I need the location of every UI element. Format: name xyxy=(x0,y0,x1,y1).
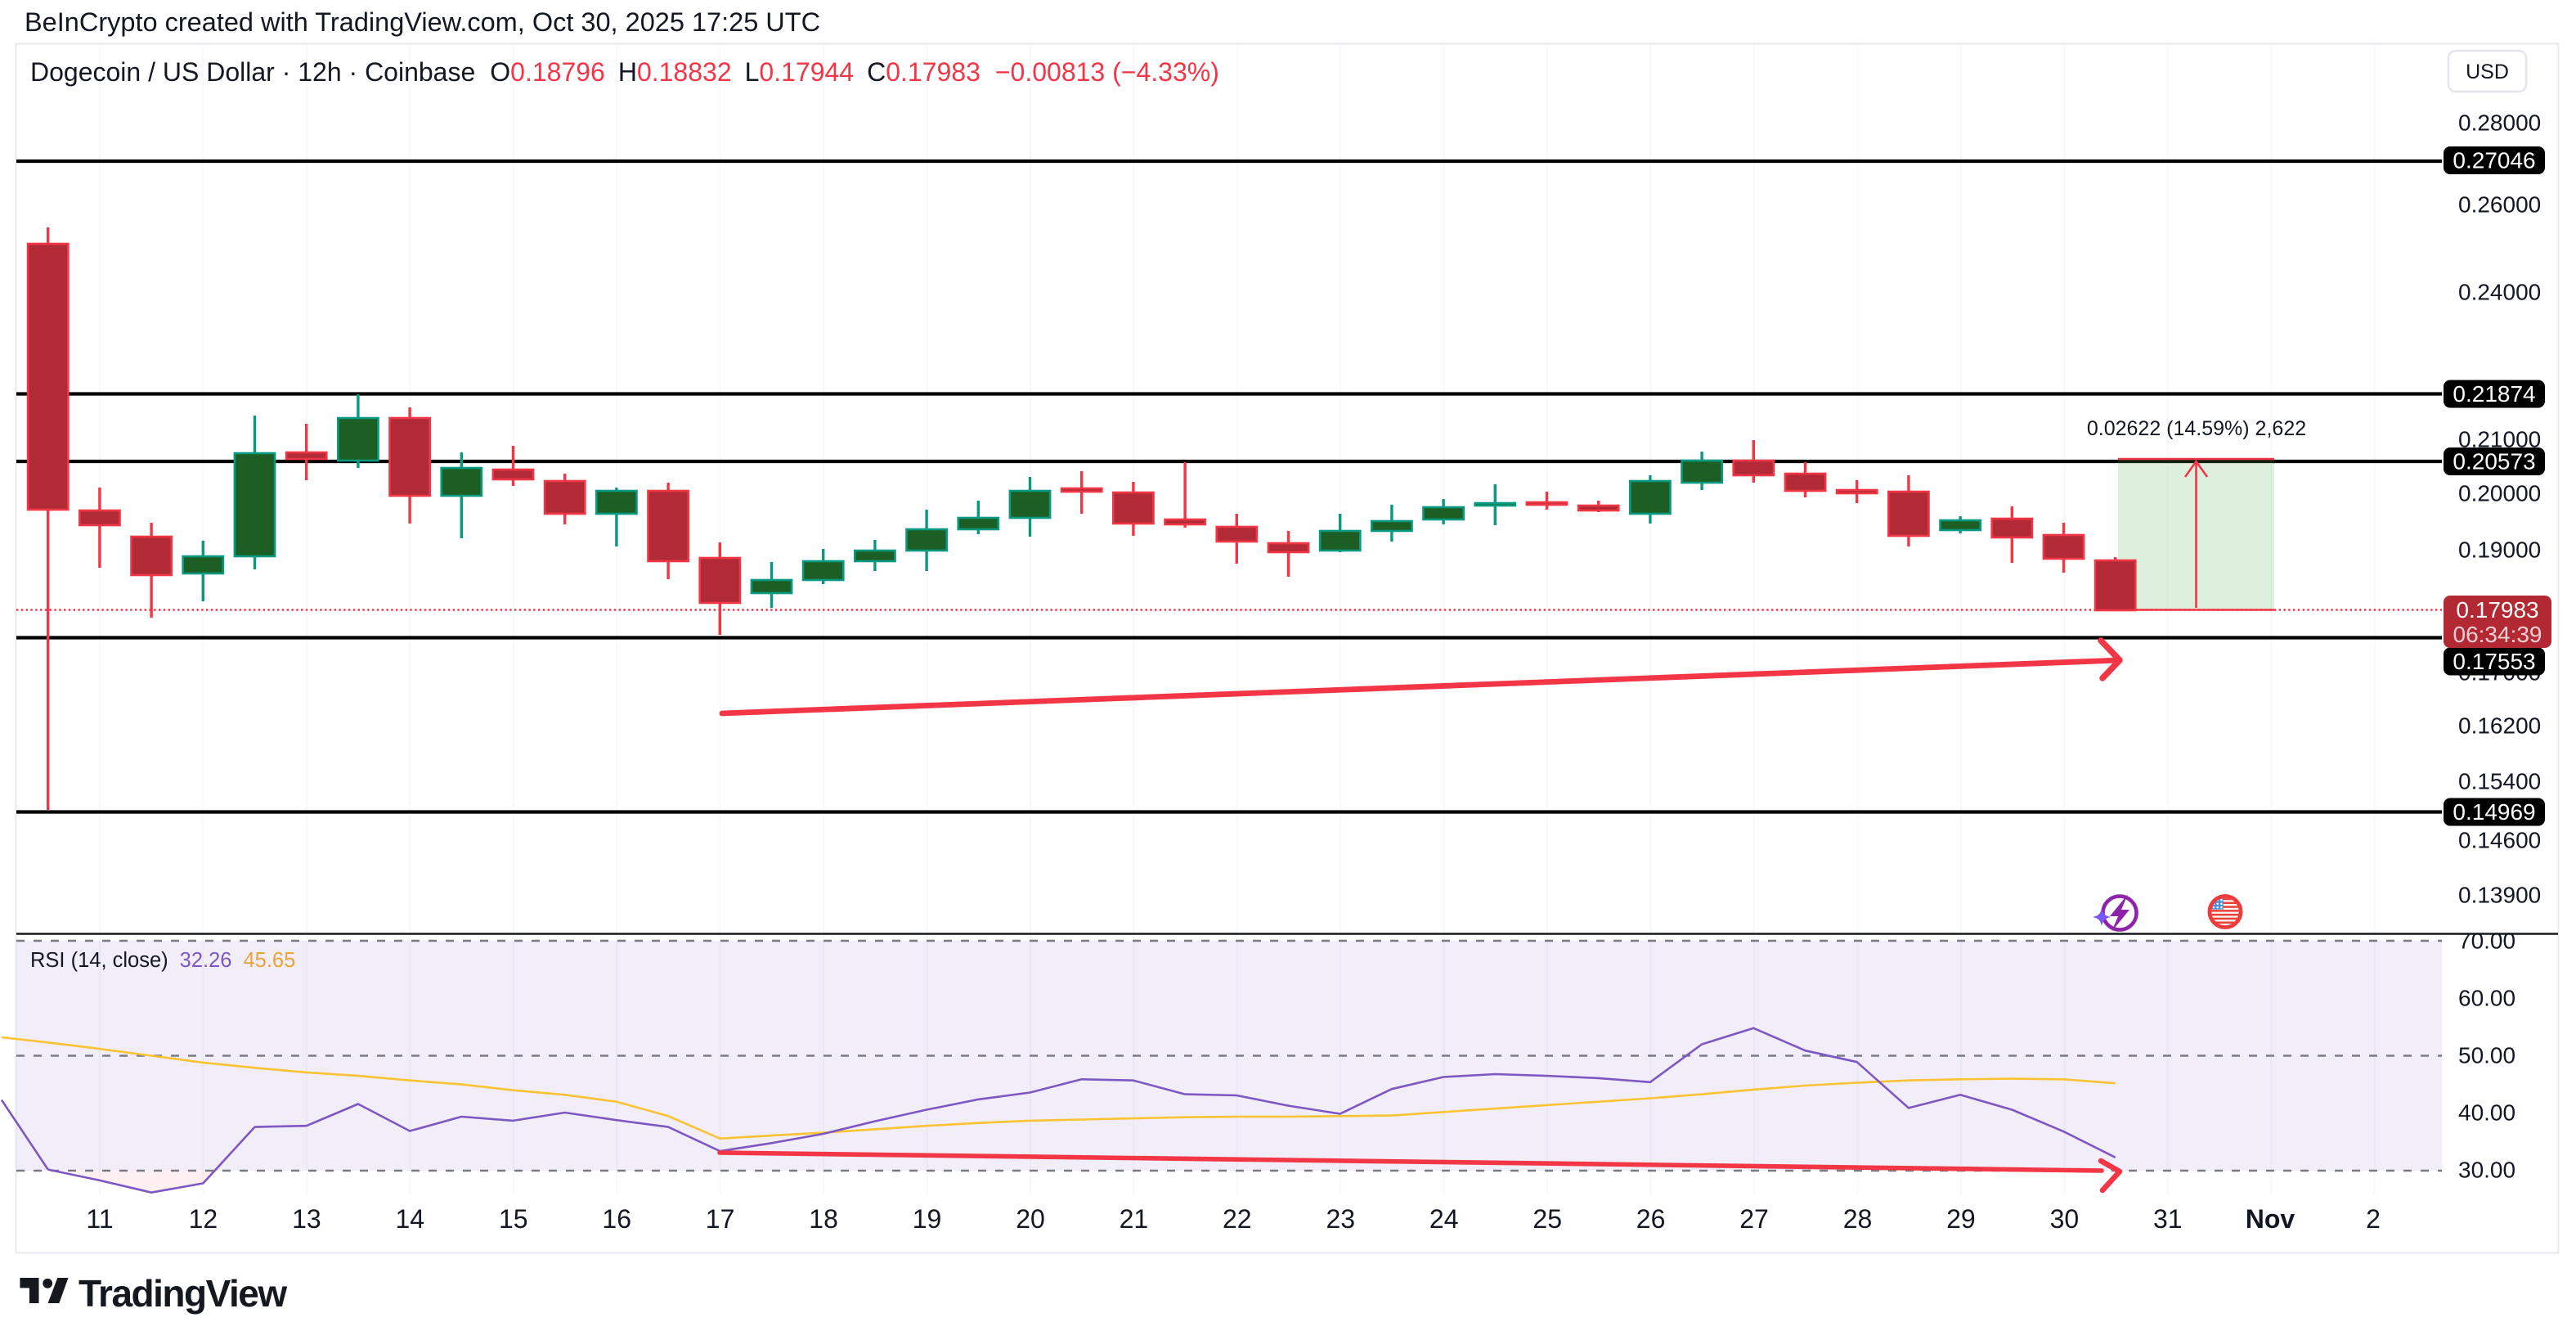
svg-text:18: 18 xyxy=(809,1204,838,1234)
svg-text:20: 20 xyxy=(1016,1204,1045,1234)
svg-text:0.19000: 0.19000 xyxy=(2458,537,2541,563)
svg-text:29: 29 xyxy=(1946,1204,1976,1234)
svg-text:0.02622 (14.59%) 2,622: 0.02622 (14.59%) 2,622 xyxy=(2087,417,2306,440)
svg-text:BeInCrypto created with Tradin: BeInCrypto created with TradingView.com,… xyxy=(25,7,820,37)
svg-text:30.00: 30.00 xyxy=(2458,1158,2515,1183)
svg-text:0.28000: 0.28000 xyxy=(2458,110,2541,136)
svg-text:16: 16 xyxy=(602,1204,631,1234)
svg-text:22: 22 xyxy=(1223,1204,1252,1234)
svg-text:17: 17 xyxy=(706,1204,735,1234)
svg-text:15: 15 xyxy=(499,1204,528,1234)
svg-text:31: 31 xyxy=(2153,1204,2183,1234)
svg-text:06:34:39: 06:34:39 xyxy=(2453,622,2542,647)
svg-text:12: 12 xyxy=(189,1204,218,1234)
svg-text:27: 27 xyxy=(1739,1204,1769,1234)
svg-text:28: 28 xyxy=(1843,1204,1873,1234)
svg-text:19: 19 xyxy=(913,1204,942,1234)
svg-text:0.13900: 0.13900 xyxy=(2458,883,2541,908)
svg-text:21: 21 xyxy=(1120,1204,1149,1234)
svg-text:25: 25 xyxy=(1533,1204,1562,1234)
svg-text:TradingView: TradingView xyxy=(79,1272,287,1315)
svg-text:0.24000: 0.24000 xyxy=(2458,280,2541,305)
svg-text:0.14969: 0.14969 xyxy=(2453,799,2535,825)
svg-text:70.00: 70.00 xyxy=(2458,929,2515,954)
svg-text:0.17553: 0.17553 xyxy=(2453,649,2535,674)
svg-text:23: 23 xyxy=(1326,1204,1356,1234)
svg-text:14: 14 xyxy=(396,1204,425,1234)
svg-text:60.00: 60.00 xyxy=(2458,986,2515,1011)
svg-text:0.20573: 0.20573 xyxy=(2453,449,2535,474)
svg-text:2: 2 xyxy=(2366,1204,2381,1234)
svg-text:Dogecoin / US Dollar · 12h · C: Dogecoin / US Dollar · 12h · Coinbase O0.… xyxy=(30,57,1219,87)
svg-text:11: 11 xyxy=(86,1204,113,1234)
svg-text:0.27046: 0.27046 xyxy=(2453,148,2535,173)
svg-text:USD: USD xyxy=(2466,61,2509,83)
svg-text:26: 26 xyxy=(1636,1204,1666,1234)
svg-text:0.21874: 0.21874 xyxy=(2453,381,2535,407)
svg-text:Nov: Nov xyxy=(2246,1204,2296,1234)
svg-text:24: 24 xyxy=(1429,1204,1459,1234)
svg-text:0.16200: 0.16200 xyxy=(2458,713,2541,739)
svg-text:0.20000: 0.20000 xyxy=(2458,481,2541,506)
svg-text:30: 30 xyxy=(2050,1204,2080,1234)
svg-text:50.00: 50.00 xyxy=(2458,1043,2515,1068)
svg-text:0.14600: 0.14600 xyxy=(2458,828,2541,853)
svg-text:13: 13 xyxy=(292,1204,321,1234)
svg-text:0.26000: 0.26000 xyxy=(2458,192,2541,218)
svg-text:0.17983: 0.17983 xyxy=(2456,597,2538,623)
svg-text:40.00: 40.00 xyxy=(2458,1100,2515,1126)
svg-text:0.15400: 0.15400 xyxy=(2458,769,2541,794)
